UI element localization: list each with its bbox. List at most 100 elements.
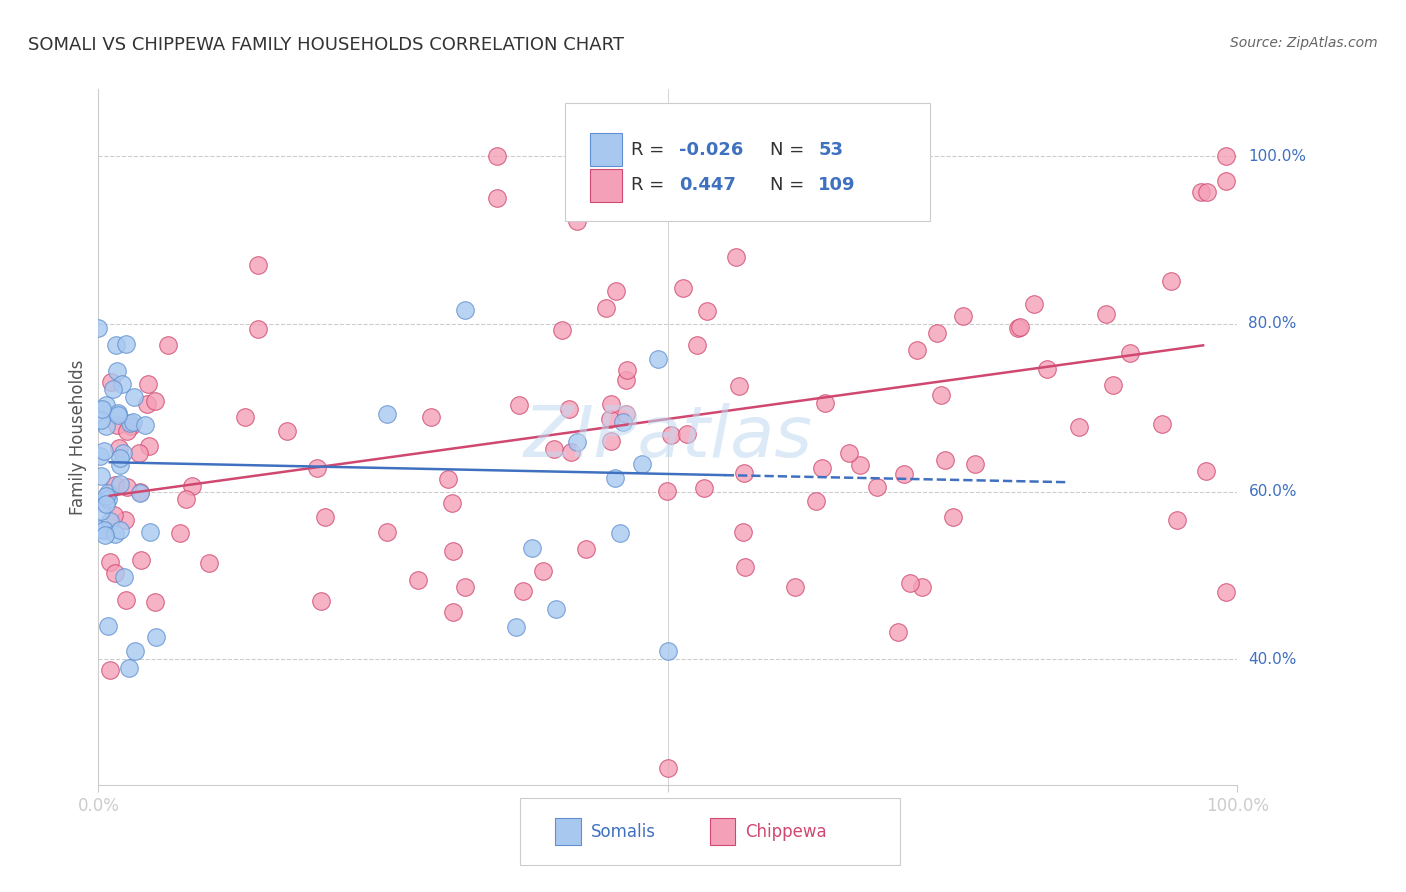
Point [97, 492, 120, 507]
Point [124, 390, 146, 404]
Point [486, 191, 509, 205]
Point [93, 444, 115, 458]
Text: N =: N = [770, 141, 810, 159]
Point [1094, 307, 1116, 321]
Point [105, 364, 128, 378]
Point [612, 416, 634, 430]
Point [505, 620, 527, 634]
Point [1067, 420, 1090, 434]
Point [725, 250, 748, 264]
Text: R =: R = [631, 141, 671, 159]
Point [508, 398, 530, 412]
Text: N =: N = [770, 177, 810, 194]
Point [115, 337, 138, 351]
Point [233, 409, 256, 424]
Point [122, 416, 145, 430]
Text: 80.0%: 80.0% [1249, 317, 1296, 332]
Point [567, 434, 589, 449]
Point [406, 574, 429, 588]
Point [595, 301, 617, 315]
Point [118, 416, 141, 430]
Point [138, 439, 160, 453]
Point [90, 469, 112, 483]
Point [105, 338, 128, 352]
Point [898, 576, 921, 591]
Point [672, 280, 695, 294]
Point [97, 618, 120, 632]
Point [108, 441, 131, 455]
Point [1160, 274, 1182, 288]
Point [728, 379, 751, 393]
Point [100, 375, 122, 389]
Point [103, 382, 125, 396]
Point [616, 363, 638, 377]
Point [1166, 513, 1188, 527]
Point [97, 485, 120, 500]
Point [314, 510, 336, 524]
Point [98, 555, 121, 569]
Point [128, 445, 150, 459]
Point [696, 304, 718, 318]
Text: Source: ZipAtlas.com: Source: ZipAtlas.com [1230, 36, 1378, 50]
Point [129, 553, 152, 567]
Point [512, 584, 534, 599]
Point [1007, 320, 1029, 334]
FancyBboxPatch shape [565, 103, 929, 221]
Point [108, 458, 131, 472]
Text: ZIPatlas: ZIPatlas [523, 402, 813, 472]
Point [725, 149, 748, 163]
Point [838, 446, 860, 460]
Point [134, 417, 156, 432]
Point [307, 461, 329, 475]
Point [952, 309, 974, 323]
Point [110, 477, 132, 491]
Point [866, 480, 889, 494]
Text: 100.0%: 100.0% [1249, 149, 1306, 164]
Text: 0.447: 0.447 [679, 177, 737, 194]
Point [963, 457, 986, 471]
Point [560, 445, 582, 459]
Point [139, 525, 162, 540]
Point [441, 605, 464, 619]
Point [1215, 585, 1237, 599]
Text: 53: 53 [818, 141, 844, 159]
Point [733, 467, 755, 481]
Point [520, 541, 543, 556]
Point [107, 408, 129, 422]
Point [929, 388, 952, 402]
Point [96, 398, 118, 412]
Point [911, 581, 934, 595]
Point [609, 525, 631, 540]
Text: 40.0%: 40.0% [1249, 652, 1296, 666]
Point [174, 492, 197, 507]
Point [420, 409, 443, 424]
Point [375, 407, 398, 421]
Point [94, 497, 117, 511]
Point [128, 486, 150, 500]
Point [98, 663, 121, 677]
Point [94, 419, 117, 434]
Point [143, 394, 166, 409]
Point [309, 593, 332, 607]
Point [108, 523, 131, 537]
Point [169, 526, 191, 541]
Point [811, 461, 834, 475]
Point [89, 449, 111, 463]
Point [614, 407, 637, 421]
Point [104, 566, 127, 580]
Point [1195, 185, 1218, 199]
Point [156, 338, 179, 352]
Point [441, 496, 464, 510]
Point [104, 478, 127, 492]
Point [98, 514, 121, 528]
Point [603, 470, 626, 484]
Point [814, 396, 837, 410]
Point [1119, 346, 1142, 360]
Point [93, 523, 115, 537]
Point [942, 509, 965, 524]
Point [90, 413, 112, 427]
Point [849, 458, 872, 473]
Point [544, 602, 567, 616]
Bar [591, 133, 623, 167]
Point [94, 528, 117, 542]
